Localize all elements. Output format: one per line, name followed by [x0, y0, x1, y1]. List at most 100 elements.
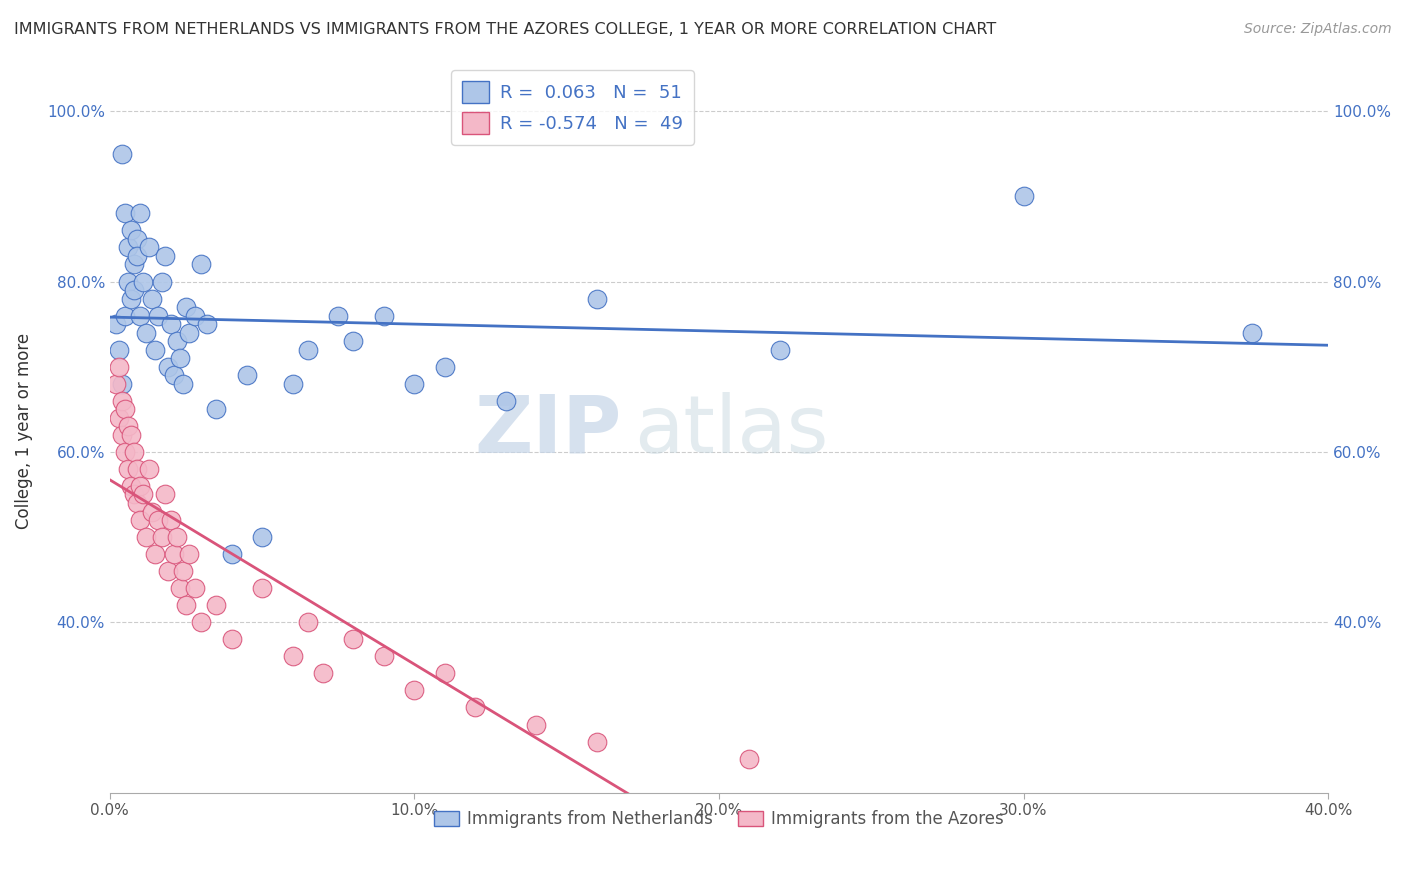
Point [205, 402, 228, 417]
Point [135, 326, 157, 340]
Point [172, 564, 194, 578]
Point [205, 599, 228, 613]
Point [433, 666, 456, 681]
Point [586, 292, 609, 306]
Point [281, 649, 304, 664]
Point [120, 223, 142, 237]
Point [108, 359, 131, 374]
Point [104, 317, 127, 331]
Point [153, 487, 176, 501]
Point [1240, 326, 1263, 340]
Point [166, 334, 188, 348]
Point [111, 393, 134, 408]
Point [342, 334, 364, 348]
Point [122, 445, 145, 459]
Point [177, 547, 200, 561]
Point [184, 309, 207, 323]
Point [190, 615, 212, 630]
Point [141, 504, 163, 518]
Point [114, 402, 136, 417]
Point [524, 717, 547, 731]
Point [769, 343, 792, 357]
Point [138, 462, 160, 476]
Point [373, 309, 395, 323]
Point [117, 419, 139, 434]
Point [120, 292, 142, 306]
Point [127, 232, 149, 246]
Point [111, 376, 134, 391]
Point [108, 343, 131, 357]
Point [127, 249, 149, 263]
Point [108, 410, 131, 425]
Point [129, 206, 152, 220]
Point [297, 343, 319, 357]
Point [221, 632, 243, 647]
Point [156, 359, 179, 374]
Point [169, 351, 191, 366]
Y-axis label: College, 1 year or more: College, 1 year or more [15, 333, 32, 529]
Point [404, 683, 426, 698]
Point [150, 275, 173, 289]
Point [163, 368, 186, 383]
Point [169, 581, 191, 595]
Point [120, 479, 142, 493]
Point [738, 751, 761, 765]
Text: ZIP: ZIP [474, 392, 621, 469]
Point [328, 309, 350, 323]
Point [150, 530, 173, 544]
Point [163, 547, 186, 561]
Point [114, 445, 136, 459]
Point [127, 496, 149, 510]
Point [174, 300, 197, 314]
Point [236, 368, 259, 383]
Point [153, 249, 176, 263]
Text: Source: ZipAtlas.com: Source: ZipAtlas.com [1244, 22, 1392, 37]
Point [120, 427, 142, 442]
Point [111, 427, 134, 442]
Text: atlas: atlas [634, 392, 828, 469]
Point [114, 206, 136, 220]
Point [117, 275, 139, 289]
Point [129, 309, 152, 323]
Point [190, 257, 212, 271]
Point [145, 343, 167, 357]
Point [1012, 189, 1035, 203]
Point [174, 599, 197, 613]
Point [138, 240, 160, 254]
Point [122, 487, 145, 501]
Point [159, 317, 181, 331]
Point [281, 376, 304, 391]
Point [122, 283, 145, 297]
Point [117, 240, 139, 254]
Point [129, 513, 152, 527]
Point [145, 547, 167, 561]
Point [166, 530, 188, 544]
Point [141, 292, 163, 306]
Point [586, 734, 609, 748]
Point [132, 275, 155, 289]
Point [342, 632, 364, 647]
Text: IMMIGRANTS FROM NETHERLANDS VS IMMIGRANTS FROM THE AZORES COLLEGE, 1 YEAR OR MOR: IMMIGRANTS FROM NETHERLANDS VS IMMIGRANT… [14, 22, 997, 37]
Point [122, 257, 145, 271]
Legend: Immigrants from Netherlands, Immigrants from the Azores: Immigrants from Netherlands, Immigrants … [427, 804, 1011, 835]
Point [117, 462, 139, 476]
Point [148, 309, 170, 323]
Point [184, 581, 207, 595]
Point [111, 146, 134, 161]
Point [250, 581, 273, 595]
Point [404, 376, 426, 391]
Point [172, 376, 194, 391]
Point [135, 530, 157, 544]
Point [127, 462, 149, 476]
Point [433, 359, 456, 374]
Point [177, 326, 200, 340]
Point [373, 649, 395, 664]
Point [464, 700, 486, 714]
Point [250, 530, 273, 544]
Point [156, 564, 179, 578]
Point [148, 513, 170, 527]
Point [495, 393, 517, 408]
Point [129, 479, 152, 493]
Point [159, 513, 181, 527]
Point [297, 615, 319, 630]
